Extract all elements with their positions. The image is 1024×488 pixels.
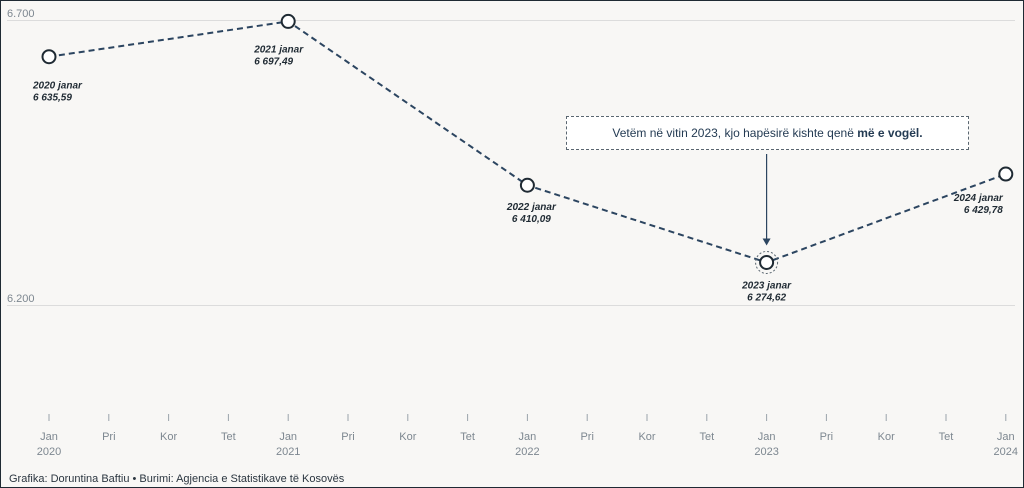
x-tick-label: Tet — [221, 431, 236, 443]
x-tick-label: Jan — [519, 431, 537, 443]
point-label-value: 6 429,78 — [964, 205, 1003, 216]
point-label-title: 2022 janar — [506, 202, 557, 213]
data-point — [280, 13, 296, 29]
x-tick-label: Jan — [40, 431, 58, 443]
point-label-title: 2023 janar — [741, 280, 792, 291]
highlight-ring — [755, 250, 779, 274]
x-tick-label: Pri — [580, 431, 593, 443]
point-label-value: 6 410,09 — [512, 214, 551, 225]
data-point — [998, 166, 1014, 182]
data-point — [519, 177, 535, 193]
point-label-title: 2021 janar — [253, 44, 304, 55]
point-label-title: 2024 janar — [953, 193, 1004, 204]
x-tick-label: Kor — [160, 431, 177, 443]
x-tick-label: Kor — [878, 431, 895, 443]
x-tick-label: Pri — [102, 431, 115, 443]
x-tick-label: Tet — [939, 431, 954, 443]
point-label-value: 6 274,62 — [747, 292, 786, 303]
y-tick-label: 6.700 — [7, 8, 35, 20]
x-year-label: 2020 — [37, 446, 61, 458]
x-tick-label: Tet — [460, 431, 475, 443]
point-label-title: 2020 janar — [32, 81, 83, 92]
x-year-label: 2024 — [994, 446, 1018, 458]
x-tick-label: Kor — [638, 431, 655, 443]
point-label-value: 6 697,49 — [254, 56, 293, 67]
x-tick-label: Pri — [820, 431, 833, 443]
x-tick-label: Pri — [341, 431, 354, 443]
data-point — [41, 49, 57, 65]
x-tick-label: Jan — [997, 431, 1015, 443]
x-tick-label: Jan — [279, 431, 297, 443]
annotation-arrow-head — [762, 238, 771, 246]
source-credit: Grafika: Doruntina Baftiu • Burimi: Agje… — [9, 473, 345, 485]
x-year-label: 2023 — [754, 446, 778, 458]
x-year-label: 2022 — [515, 446, 539, 458]
x-tick-label: Kor — [399, 431, 416, 443]
point-label-value: 6 635,59 — [33, 93, 72, 104]
annotation-text: Vetëm në vitin 2023, kjo hapësirë kishte… — [612, 126, 854, 140]
y-tick-label: 6.200 — [7, 293, 35, 305]
x-year-label: 2021 — [276, 446, 300, 458]
data-point — [759, 254, 775, 270]
x-tick-label: Tet — [699, 431, 714, 443]
annotation-bold-text: më e vogël. — [857, 126, 923, 140]
annotation-callout: Vetëm në vitin 2023, kjo hapësirë kishte… — [566, 116, 969, 150]
x-tick-label: Jan — [758, 431, 776, 443]
